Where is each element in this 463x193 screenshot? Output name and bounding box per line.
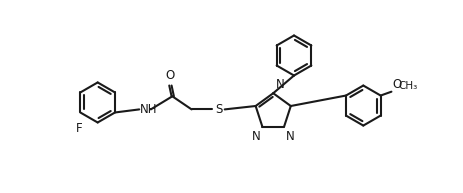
Text: N: N: [251, 130, 260, 143]
Text: CH₃: CH₃: [398, 81, 417, 91]
Text: NH: NH: [140, 103, 157, 116]
Text: N: N: [285, 130, 294, 143]
Text: O: O: [391, 78, 400, 91]
Text: S: S: [214, 103, 222, 116]
Text: O: O: [165, 69, 174, 82]
Text: N: N: [275, 78, 284, 91]
Text: F: F: [75, 122, 82, 135]
